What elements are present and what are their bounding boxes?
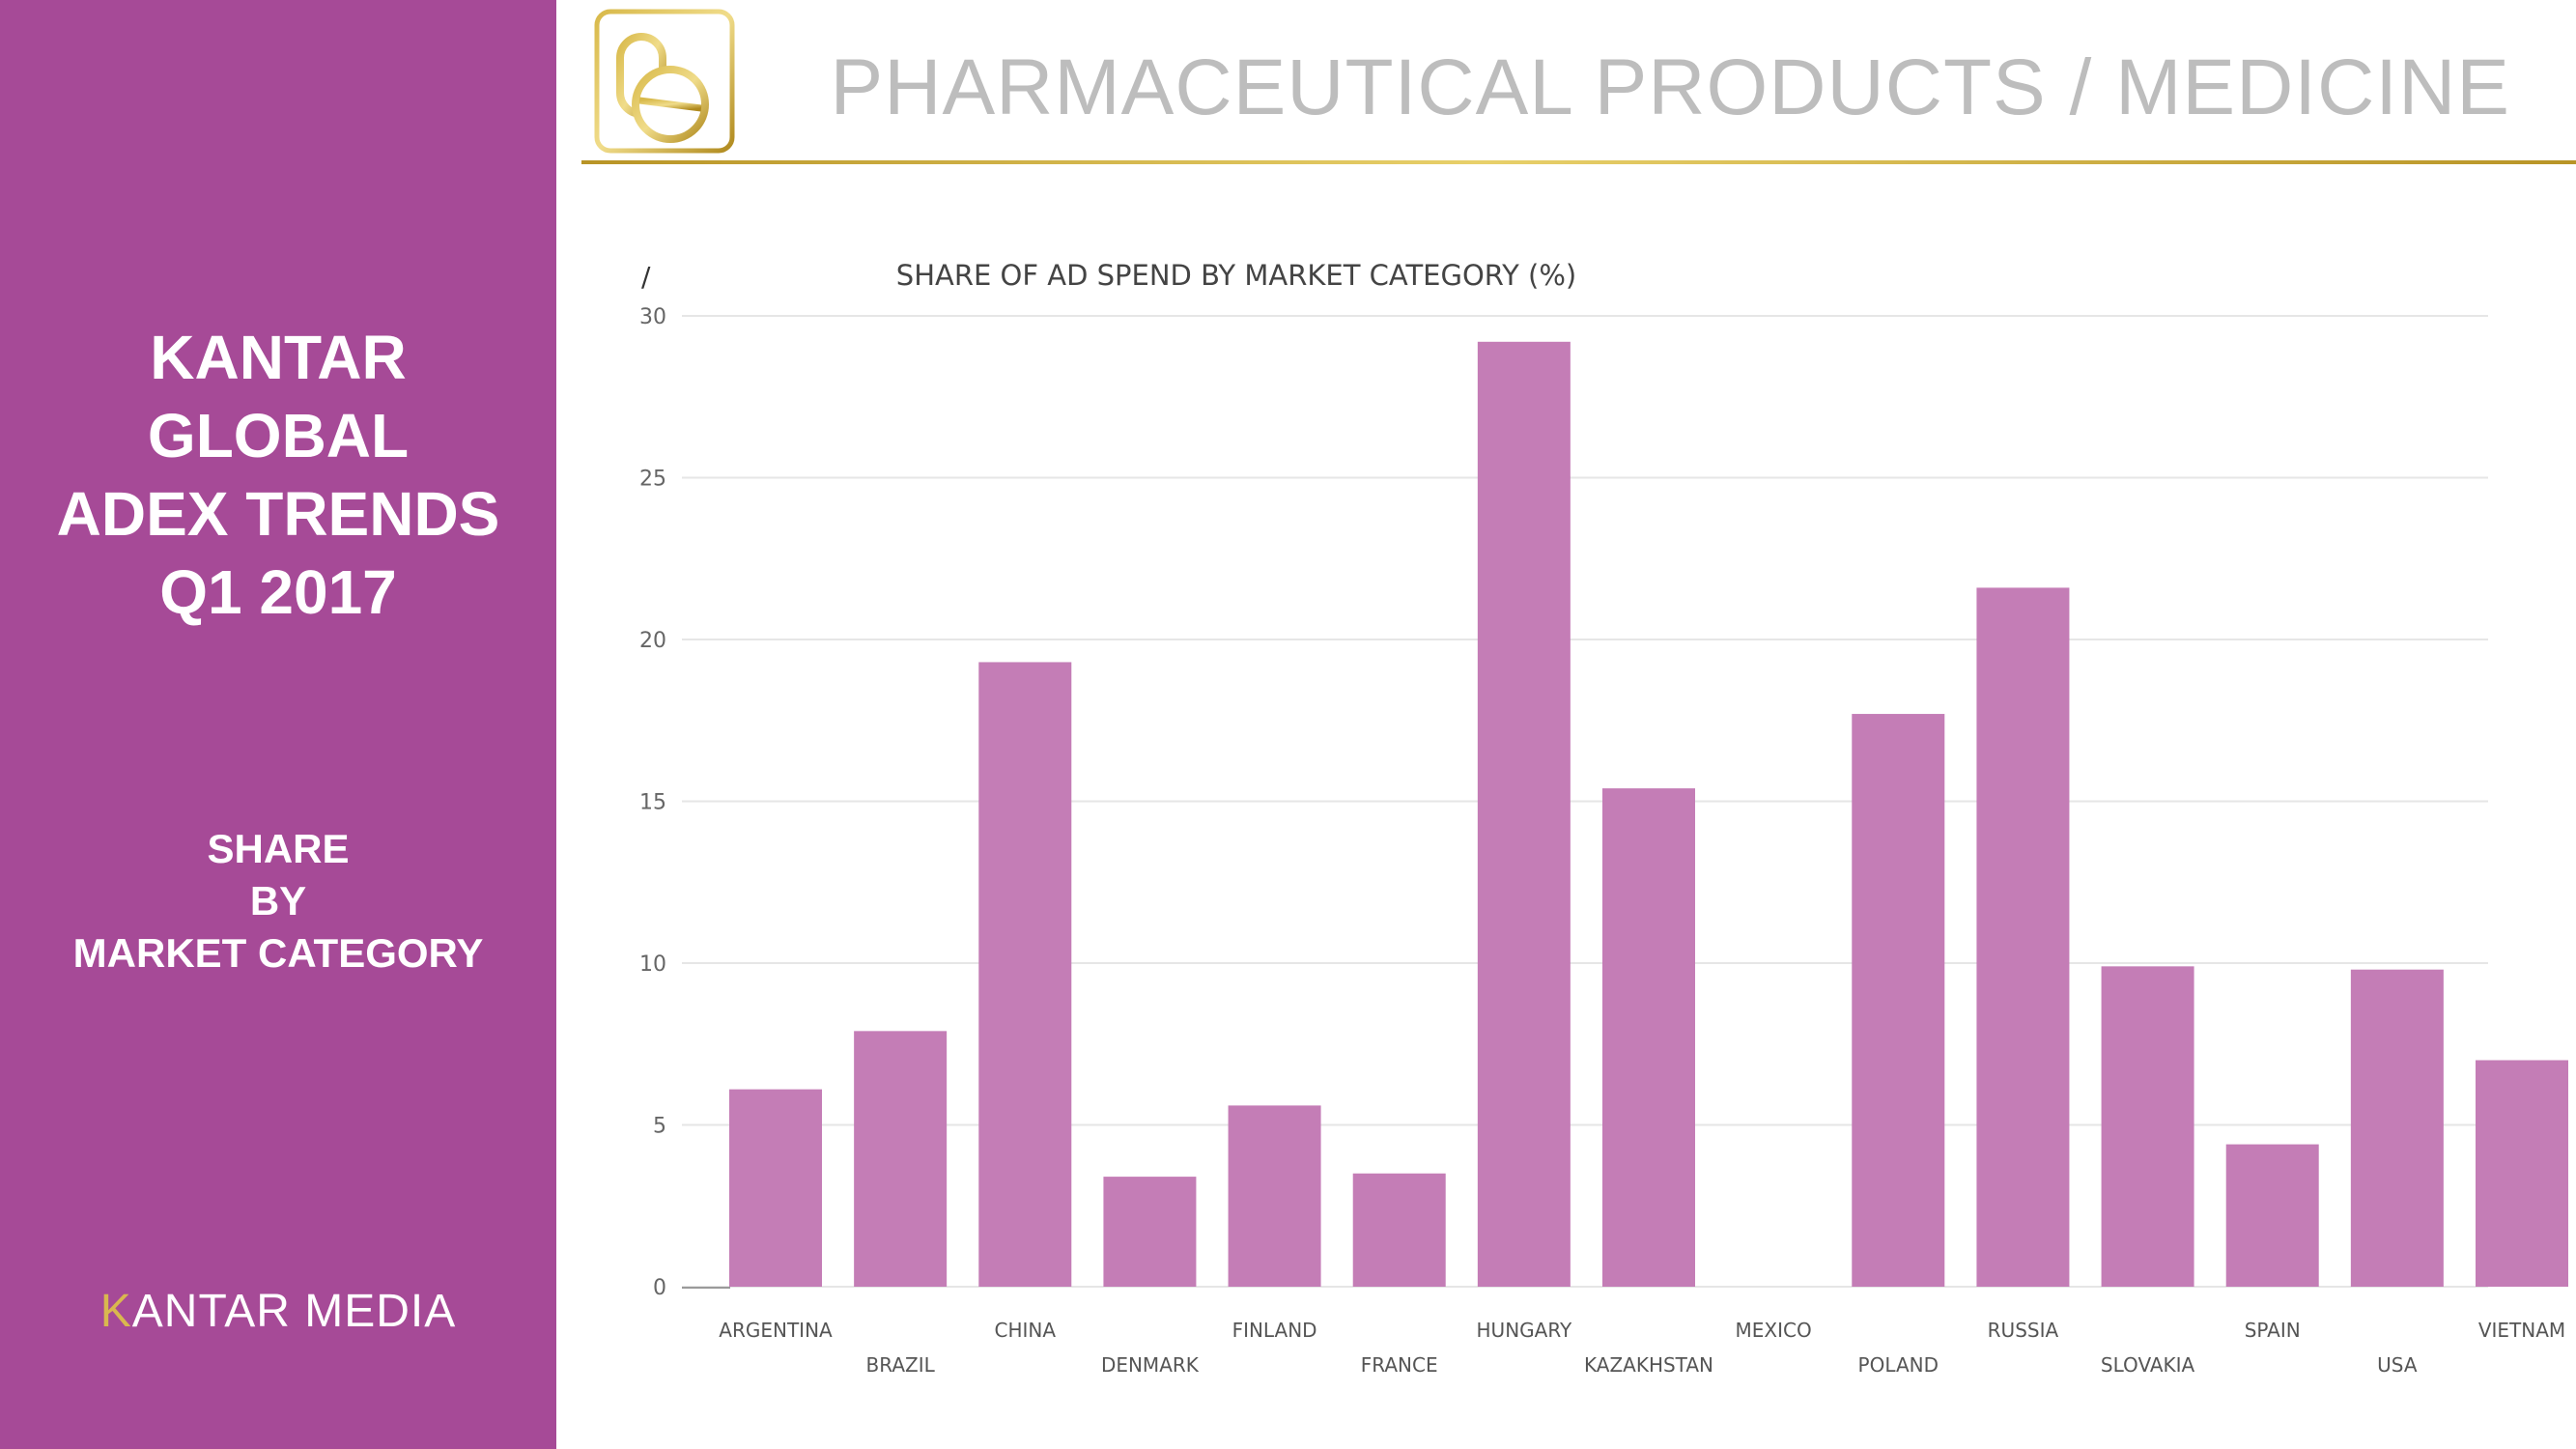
bar-usa [2350, 969, 2444, 1287]
x-tick-label: KAZAKHSTAN [1584, 1353, 1713, 1377]
bar-vietnam [2476, 1060, 2568, 1287]
x-tick-label: SLOVAKIA [2101, 1353, 2195, 1377]
y-tick-label: 10 [639, 952, 666, 977]
bar-brazil [854, 1031, 948, 1287]
bar-france [1352, 1173, 1446, 1287]
bar-finland [1228, 1105, 1321, 1287]
x-tick-label: ARGENTINA [719, 1319, 833, 1342]
header-divider [581, 160, 2576, 164]
y-axis: 0 5 10 15 20 25 30 [639, 305, 666, 1300]
y-tick-label: 20 [639, 629, 666, 653]
x-tick-label: USA [2377, 1353, 2418, 1377]
x-tick-label: HUNGARY [1477, 1319, 1572, 1342]
x-tick-label: CHINA [995, 1319, 1057, 1342]
x-tick-label: DENMARK [1101, 1353, 1200, 1377]
x-tick-label: MEXICO [1736, 1319, 1812, 1342]
chart-corner-mark: / [641, 261, 651, 293]
report-subtitle-line: BY [249, 878, 307, 923]
report-subtitle-line: MARKET CATEGORY [72, 930, 484, 976]
brand-k: K [99, 1286, 132, 1337]
y-tick-label: 15 [639, 791, 666, 815]
y-tick-label: 0 [653, 1276, 666, 1300]
kantar-media-logo: KANTAR MEDIA [0, 1285, 556, 1338]
x-tick-label: FINLAND [1232, 1319, 1317, 1342]
bar-poland [1852, 714, 1945, 1287]
brand-rest: ANTAR MEDIA [131, 1286, 457, 1337]
bar-spain [2225, 1144, 2319, 1287]
report-subtitle: SHARE BY MARKET CATEGORY [0, 823, 556, 980]
bar-hungary [1477, 341, 1571, 1287]
report-title-line: GLOBAL [147, 401, 410, 470]
bar-kazakhstan [1602, 788, 1695, 1287]
bar-denmark [1103, 1177, 1197, 1287]
bar-china [978, 662, 1072, 1287]
report-subtitle-line: SHARE [207, 826, 350, 871]
y-tick-label: 30 [639, 305, 666, 329]
x-axis: ARGENTINA BRAZIL CHINA DENMARK FINLAND FRANCE… [719, 1319, 2565, 1377]
bar-argentina [729, 1089, 822, 1287]
bars [729, 341, 2568, 1287]
x-tick-label: RUSSIA [1988, 1319, 2059, 1342]
chart-title: SHARE OF AD SPEND BY MARKET CATEGORY (%) [896, 259, 1576, 292]
report-title: KANTAR GLOBAL ADEX TRENDS Q1 2017 [0, 319, 556, 632]
chart-grid [682, 315, 2488, 1289]
x-tick-label: FRANCE [1361, 1353, 1438, 1377]
x-tick-label: POLAND [1858, 1353, 1939, 1377]
sidebar: KANTAR GLOBAL ADEX TRENDS Q1 2017 SHARE … [0, 0, 556, 1449]
report-title-line: ADEX TRENDS [56, 479, 500, 549]
y-tick-label: 25 [639, 468, 666, 492]
x-tick-label: VIETNAM [2478, 1319, 2565, 1342]
pill-icon [593, 8, 736, 155]
report-title-line: Q1 2017 [159, 557, 397, 627]
x-tick-label: BRAZIL [866, 1353, 936, 1377]
report-title-line: KANTAR [150, 323, 407, 392]
bar-slovakia [2101, 966, 2194, 1287]
bar-russia [1976, 587, 2070, 1287]
x-tick-label: SPAIN [2245, 1319, 2301, 1342]
y-tick-label: 5 [653, 1115, 666, 1139]
page-title: PHARMACEUTICAL PRODUCTS / MEDICINE [830, 43, 2510, 131]
